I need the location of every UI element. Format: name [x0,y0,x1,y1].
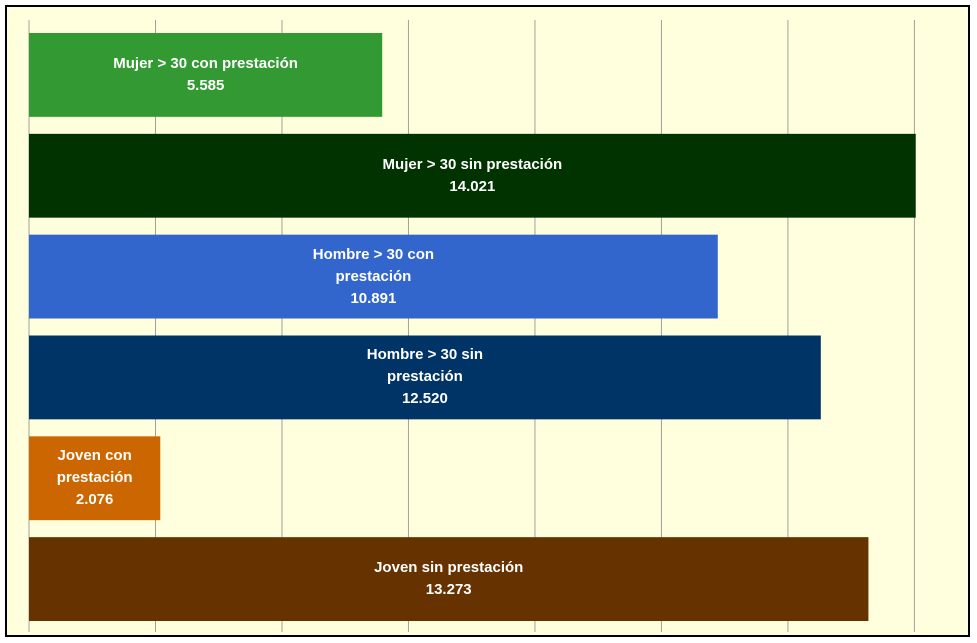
data-label: Mujer > 30 sin prestación 14.021 [377,134,567,218]
data-label: Mujer > 30 con prestación 5.585 [111,33,301,117]
data-label: Hombre > 30 sin prestación 12.520 [330,336,520,420]
bar [29,133,916,218]
bar [29,33,383,117]
data-label: Hombre > 30 con prestación 10.891 [278,235,468,319]
bar [29,537,869,621]
bar [29,335,821,420]
category-label: Hombre > 30 sin prestación [366,346,484,386]
value-label: 14.021 [449,177,496,195]
value-label: 2.076 [75,491,114,509]
category-label: Joven sin prestación [374,559,524,577]
bar [29,234,718,319]
value-label: 10.891 [350,289,397,307]
category-label: Joven con prestación [56,447,133,487]
data-label: Joven con prestación 2.076 [33,436,156,520]
category-label: Mujer > 30 con prestación [113,54,298,72]
bar [29,436,161,521]
data-label: Joven sin prestación 13.273 [354,537,544,621]
category-label: Hombre > 30 con prestación [312,245,435,285]
value-label: 13.273 [425,581,472,599]
value-label: 5.585 [186,76,225,94]
value-label: 12.520 [401,390,448,408]
category-label: Mujer > 30 sin prestación [382,155,563,173]
